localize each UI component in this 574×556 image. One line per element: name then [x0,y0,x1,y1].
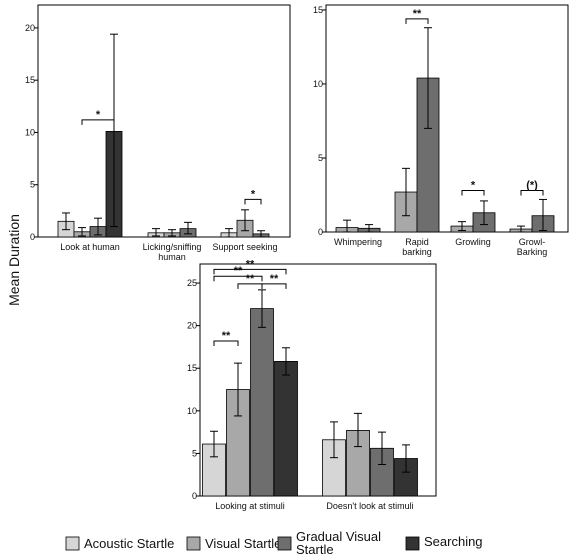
significance-label: ** [270,273,279,285]
significance-label: ** [246,273,255,285]
panel-frame-top-right [325,4,569,233]
y-tick-label: 10 [25,127,35,137]
category-label: Support seeking [212,242,277,252]
significance-label: * [471,180,476,192]
significance-bracket [244,198,262,205]
category-label: Looking at stimuli [215,501,285,511]
y-tick-label: 10 [187,406,197,416]
y-tick-label: 0 [192,491,197,501]
category-label: Licking/sniffing [143,242,202,252]
panel-bottom: 0 5 10 15 20 25 Looking at stimuli Doesn't look… [187,258,418,511]
panel-top-left: 0 5 10 15 20 Look at human Licking/sniffinghum… [25,23,278,262]
category-label: Doesn't look at stimuli [326,501,413,511]
significance-bracket [405,18,429,24]
significance-label: ** [222,330,231,342]
category-label: Growl- [519,237,546,247]
legend-swatch-visual-startle [186,536,201,551]
legend-swatch-searching [405,536,420,551]
category-label: Look at human [60,242,120,252]
significance-bracket [237,283,263,289]
bar-searching [274,361,298,497]
significance-label: (*) [526,180,538,192]
significance-bracket [213,268,287,275]
category-label: Whimpering [334,237,382,247]
legend-swatch-acoustic-startle [65,536,80,551]
category-label: Rapid [405,237,429,247]
bar-gradual-visual-startle [250,308,274,497]
y-tick-label: 20 [25,23,35,33]
panel-frame-top-left [37,4,291,238]
y-tick-label: 5 [318,153,323,163]
significance-label: ** [234,265,243,277]
category-label: Growling [455,237,491,247]
legend-swatch-gradual-visual-startle [277,536,292,551]
legend-label: Acoustic Startle [84,536,174,551]
significance-bracket [461,190,485,196]
y-tick-label: 15 [25,75,35,85]
y-tick-label: 15 [187,363,197,373]
y-tick-label: 0 [30,232,35,242]
y-tick-label: 25 [187,278,197,288]
significance-label: * [251,188,256,200]
significance-label: ** [246,258,255,270]
significance-bracket [520,190,544,196]
significance-label: * [96,109,101,121]
legend-label: Searching [424,534,483,549]
category-label: human [158,252,186,262]
y-tick-label: 0 [318,227,323,237]
y-tick-label: 20 [187,321,197,331]
legend: Acoustic Startle Visual Startle Gradual Vi… [65,529,483,556]
legend-label: Visual Startle [205,536,281,551]
y-tick-label: 5 [30,180,35,190]
y-tick-label: 5 [192,448,197,458]
significance-bracket [213,340,239,346]
significance-label: ** [413,8,422,20]
significance-bracket [213,275,263,282]
category-label: barking [402,247,432,257]
category-label: Barking [517,247,548,257]
y-axis-label: Mean Duration [6,214,22,306]
y-tick-label: 10 [313,79,323,89]
legend-label: Gradual Visual [296,529,381,544]
legend-label-cont: Startle [296,542,334,556]
y-tick-label: 15 [313,5,323,15]
significance-bracket [81,119,115,125]
